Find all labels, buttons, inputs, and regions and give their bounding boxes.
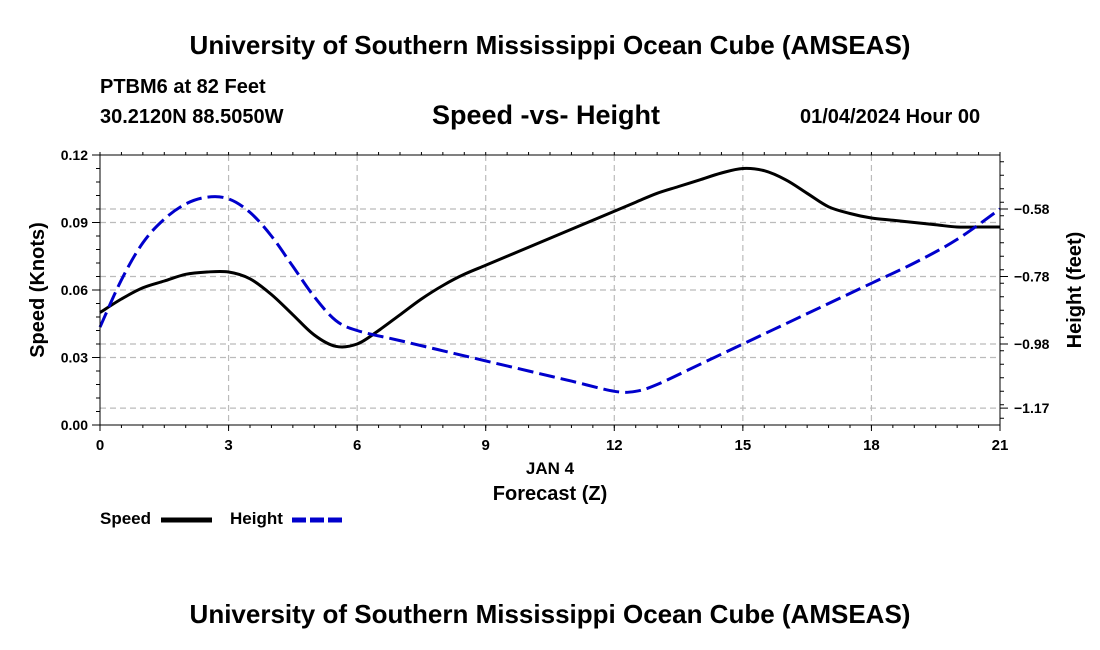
x-tick-label: 15 (735, 437, 752, 454)
y-tick-label: 0.00 (61, 417, 88, 433)
x-tick-label: 12 (606, 437, 623, 454)
x-tick-label: 21 (992, 437, 1009, 454)
y-tick-label: 0.12 (61, 147, 88, 163)
y-tick-label: 0.03 (61, 350, 88, 366)
x-tick-label: 6 (353, 437, 361, 454)
x-axis-label: Forecast (Z) (493, 483, 607, 505)
y2-tick-label: −0.58 (1014, 201, 1050, 217)
y2-axis-label: Height (feet) (1064, 232, 1086, 349)
y-axis-label: Speed (Knots) (27, 222, 49, 358)
x-tick-label: 18 (863, 437, 880, 454)
chart-subtitle: Speed -vs- Height (432, 100, 661, 130)
chart-title: University of Southern Mississippi Ocean… (189, 30, 911, 60)
height-series-line (98, 195, 1001, 394)
legend-speed-label: Speed (100, 509, 152, 528)
series-layer (98, 166, 1001, 394)
y2-tick-label: −0.78 (1014, 269, 1050, 285)
grid-layer (100, 155, 1000, 425)
forecast-datetime: 01/04/2024 Hour 00 (800, 106, 981, 128)
station-label: PTBM6 at 82 Feet (100, 76, 266, 98)
y2-tick-label: −0.98 (1014, 336, 1050, 352)
legend-height-label: Height (230, 509, 283, 528)
x-axis-date-label: JAN 4 (526, 459, 575, 478)
x-tick-label: 9 (482, 437, 490, 454)
axis-layer: 0 3 6 9 12 15 18 21 0.00 0.03 0.06 0.09 0.12 −1.17 −0.… (61, 147, 1050, 454)
y-tick-label: 0.09 (61, 215, 88, 231)
x-tick-label: 0 (96, 437, 104, 454)
y2-tick-label: −1.17 (1014, 400, 1050, 416)
speed-series-line (99, 166, 1000, 349)
y-tick-label: 0.06 (61, 282, 88, 298)
coordinates-label: 30.2120N 88.5050W (100, 106, 284, 128)
footer-title: University of Southern Mississippi Ocean… (189, 599, 911, 629)
x-tick-label: 3 (224, 437, 232, 454)
